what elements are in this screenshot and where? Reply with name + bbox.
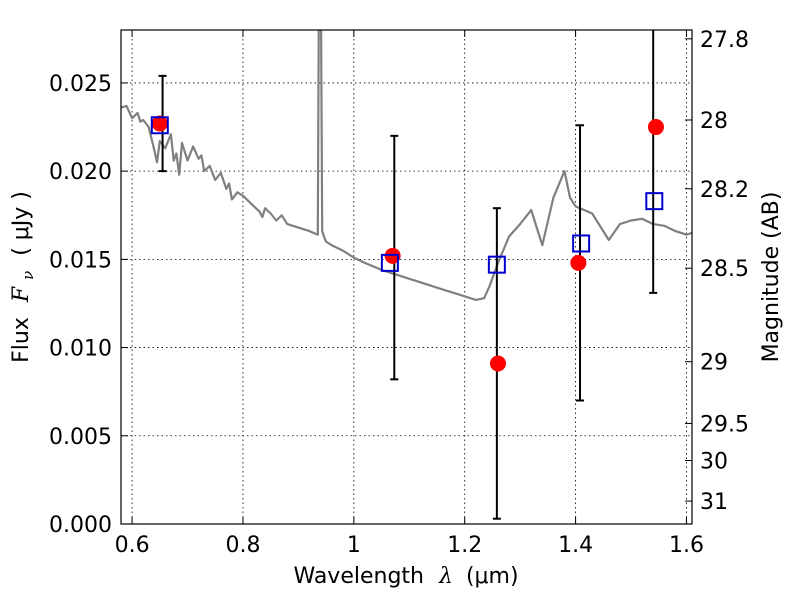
y2-tick-label: 29 [700,351,728,376]
observed-point [647,119,664,136]
x-tick-label: 0.8 [225,533,260,558]
y-tick-label: 0.000 [49,513,112,538]
y-tick-label: 0.025 [49,72,112,97]
x-axis-ticks: 0.6 0.8 1 1.2 1.4 1.6 [115,30,704,558]
y2-axis-ticks: 27.8 28 28.2 28.5 29 29.5 30 31 [685,28,749,515]
y2-tick-label: 30 [700,449,728,474]
y-axis-label: Flux F ν ( μJy ) [9,191,39,363]
error-bar [649,30,658,294]
plot-frame [120,29,693,525]
y2-tick-label: 31 [700,490,728,515]
y2-tick-label: 28 [700,109,728,134]
model-photometry-point [572,234,591,253]
x-tick-label: 1 [347,533,361,558]
model-photometry-point [487,255,506,274]
y2-axis-label: Magnitude (AB) [759,192,784,363]
y2-tick-label: 27.8 [700,28,749,53]
data-markers [150,115,664,372]
y2-tick-label: 29.5 [700,412,749,437]
model-spectrum [121,30,692,301]
model-photometry-point [380,253,399,272]
observed-point [151,115,168,132]
x-tick-label: 1.4 [558,533,593,558]
model-photometry-point [645,192,664,211]
observed-point [489,355,506,372]
y-tick-label: 0.020 [49,160,112,185]
y-tick-label: 0.005 [49,425,112,450]
y2-tick-label: 28.2 [700,178,749,203]
x-tick-label: 1.2 [447,533,482,558]
x-tick-label: 0.6 [115,533,150,558]
y2-tick-label: 28.5 [700,257,749,282]
x-axis-label: Wavelength λ (μm) [293,564,518,589]
x-tick-label: 1.6 [669,533,704,558]
y-tick-label: 0.010 [49,337,112,362]
model-photometry-point [150,116,169,135]
observed-point [570,254,587,271]
model-spectrum-line [121,30,692,301]
y-tick-label: 0.015 [49,248,112,273]
y-axis-ticks: 0.000 0.005 0.010 0.015 0.020 0.025 [49,72,128,538]
